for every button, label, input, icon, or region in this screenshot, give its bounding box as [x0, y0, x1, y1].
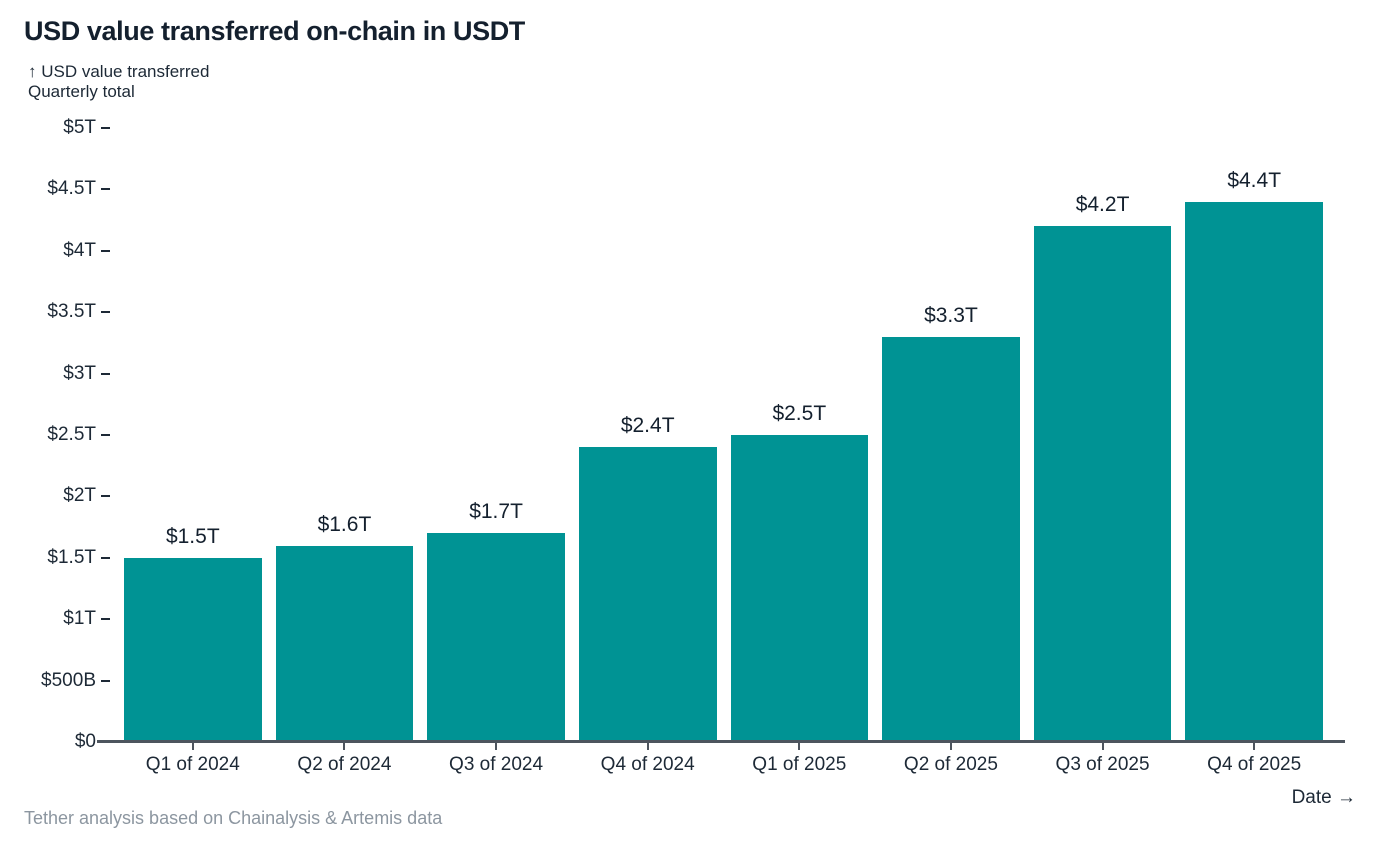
x-axis-tick-label: Q2 of 2025 — [903, 754, 998, 775]
x-axis-tick-label: Q3 of 2024 — [449, 754, 544, 775]
x-axis-tick-mark — [646, 743, 649, 750]
bar-group: $4.4T — [1185, 128, 1323, 742]
y-axis-tick-label: $2.5T — [47, 424, 96, 445]
y-axis-tick: $500B — [41, 670, 110, 692]
bar — [1185, 201, 1323, 742]
y-axis-caption: ↑ USD value transferred Quarterly total — [28, 62, 209, 102]
x-axis-tick-mark — [949, 743, 952, 750]
y-axis-tick: $3T — [63, 363, 110, 385]
x-axis-category: Q2 of 2024 — [276, 743, 414, 776]
y-axis-tick-mark — [101, 127, 110, 129]
bar-value-label: $3.3T — [924, 303, 978, 327]
y-axis-tick-mark — [101, 495, 110, 498]
y-axis-tick: $2.5T — [47, 424, 110, 446]
x-axis-tick-label: Q1 of 2024 — [145, 754, 240, 775]
bar-value-label: $1.5T — [165, 524, 220, 548]
x-axis: Q1 of 2024 Q2 of 2024 Q3 of 2024 Q4 of 2024… — [124, 743, 1323, 776]
x-axis-tick-label: Q4 of 2024 — [600, 754, 695, 775]
bar-value-label: $2.4T — [620, 414, 675, 438]
bar-group: $2.4T — [578, 128, 717, 742]
bar — [730, 435, 869, 742]
bar-group: $1.6T — [275, 128, 414, 742]
x-axis-caption: Date → — [1291, 787, 1356, 808]
x-axis-tick-mark — [1253, 743, 1256, 750]
y-axis-tick-label: $4.5T — [47, 178, 96, 200]
bar-group: $4.2T — [1033, 128, 1172, 742]
y-axis-tick: $3.5T — [47, 301, 110, 323]
y-axis-tick-label: $1.5T — [47, 546, 96, 568]
y-axis-tick: $4T — [63, 240, 110, 262]
y-axis-tick-mark — [101, 618, 110, 621]
bar-group: $1.5T — [124, 128, 262, 742]
x-axis-tick-mark — [495, 743, 498, 750]
bar-group: $3.3T — [882, 128, 1020, 742]
x-axis-line — [97, 740, 1345, 743]
y-axis-tick-label: $500B — [41, 669, 96, 691]
y-axis-tick: $1.5T — [47, 547, 110, 569]
plot-area: $1.5T $1.6T $1.7T $2.4T $2.5T $3.3T $4.2T $4.4T — [124, 128, 1323, 742]
y-axis-tick-label: $5T — [63, 117, 96, 138]
x-axis-category: Q1 of 2025 — [731, 743, 869, 776]
bar-value-label: $4.2T — [1075, 193, 1130, 217]
x-axis-category: Q4 of 2024 — [579, 743, 717, 776]
x-axis-tick-label: Q1 of 2025 — [752, 754, 847, 775]
x-axis-category: Q1 of 2024 — [124, 743, 262, 776]
y-axis-tick: $1T — [63, 608, 110, 630]
x-axis-tick-label: Q4 of 2025 — [1207, 754, 1302, 775]
bar-group: $2.5T — [730, 128, 869, 742]
x-axis-tick-label: Q3 of 2025 — [1055, 754, 1150, 775]
y-axis-tick-label: $1T — [63, 608, 96, 630]
bar-value-label: $1.6T — [317, 512, 372, 536]
y-axis-tick-label: $0 — [74, 731, 96, 752]
y-axis: $0 $500B $1T $1.5T $2T $2.5T $3T $3.5T $4T $4.5T $… — [0, 117, 110, 752]
y-axis-tick-mark — [101, 679, 110, 682]
x-axis-category: Q3 of 2025 — [1034, 743, 1172, 776]
x-axis-category: Q2 of 2025 — [882, 743, 1020, 776]
y-axis-tick: $0 — [75, 731, 110, 753]
bar-value-label: $2.5T — [772, 402, 827, 425]
y-axis-tick-label: $2T — [63, 485, 96, 507]
x-axis-tick-mark — [1101, 743, 1104, 750]
y-axis-tick-mark — [101, 434, 110, 436]
y-axis-tick-mark — [101, 188, 110, 191]
bar — [124, 557, 262, 742]
y-axis-tick-mark — [101, 311, 110, 314]
x-axis-tick-mark — [798, 743, 801, 750]
x-axis-category: Q4 of 2025 — [1185, 743, 1323, 776]
source-note: Tether analysis based on Chainalysis & A… — [24, 808, 443, 828]
x-axis-category: Q3 of 2024 — [427, 743, 565, 776]
bar — [275, 545, 414, 742]
y-axis-tick-label: $4T — [63, 239, 96, 261]
bar — [1033, 226, 1172, 742]
y-axis-caption-line2: Quarterly total — [28, 82, 135, 101]
bar — [882, 336, 1020, 742]
bar-value-label: $1.7T — [469, 500, 523, 524]
x-axis-tick-mark — [343, 743, 346, 750]
bar-value-label: $4.4T — [1227, 168, 1282, 192]
y-axis-tick-label: $3.5T — [47, 301, 96, 323]
y-axis-caption-line1: ↑ USD value transferred — [28, 62, 210, 81]
y-axis-tick-mark — [101, 372, 110, 375]
y-axis-tick-mark — [101, 249, 110, 252]
y-axis-tick: $4.5T — [47, 178, 110, 200]
bar-group: $1.7T — [427, 128, 565, 742]
y-axis-tick: $2T — [63, 485, 110, 507]
y-axis-tick-mark — [101, 556, 110, 559]
x-axis-tick-label: Q2 of 2024 — [297, 754, 392, 775]
y-axis-tick-label: $3T — [63, 362, 96, 384]
y-axis-tick: $5T — [63, 117, 110, 139]
x-axis-tick-mark — [191, 743, 194, 750]
bar — [427, 533, 565, 742]
bar — [578, 447, 717, 742]
chart-title: USD value transferred on-chain in USDT — [24, 16, 525, 46]
